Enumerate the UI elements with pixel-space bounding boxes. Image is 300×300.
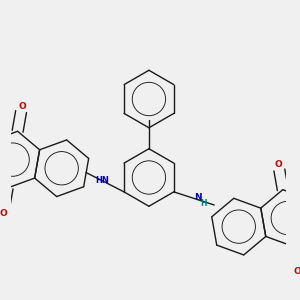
Text: H: H xyxy=(201,199,207,208)
Text: O: O xyxy=(293,267,300,276)
Text: O: O xyxy=(274,160,282,169)
Text: HN: HN xyxy=(95,176,109,185)
Text: O: O xyxy=(0,208,7,217)
Text: N: N xyxy=(194,193,201,202)
Text: O: O xyxy=(18,102,26,111)
